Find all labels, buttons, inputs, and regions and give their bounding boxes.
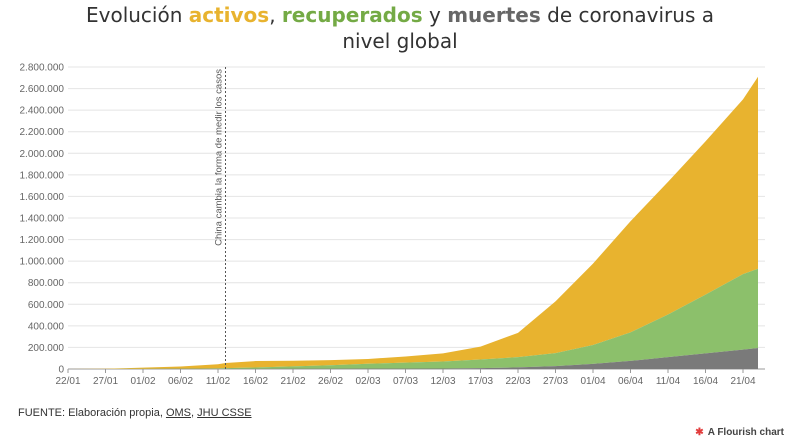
x-tick-label: 27/01 (93, 376, 118, 387)
chart-annotation: China cambia la forma de medir los casos (214, 67, 226, 369)
x-tick-label: 16/02 (243, 376, 268, 387)
x-tick-label: 27/03 (543, 376, 568, 387)
source-link-oms[interactable]: OMS (165, 407, 192, 419)
x-tick-label: 11/04 (656, 376, 681, 387)
title-comma: , (269, 3, 282, 27)
x-tick-label: 21/02 (280, 376, 305, 387)
source-link-jhu[interactable]: JHU CSSE (197, 407, 252, 419)
x-tick-label: 12/03 (430, 376, 455, 387)
title-word-deaths: muertes (447, 3, 541, 27)
title-prefix: Evolución (85, 3, 189, 27)
y-tick-label: 400.000 (28, 321, 65, 332)
chart-title-line2: nivel global (342, 29, 458, 53)
grid-lines (68, 66, 765, 370)
title-word-active: activos (188, 3, 270, 27)
y-tick-label: 2.600.000 (20, 84, 65, 95)
chart-areas (68, 76, 758, 369)
x-axis: 22/01 27/01 01/02 06/02 11/02 16/02 21/02 26/02… (55, 369, 756, 387)
x-tick-label: 06/04 (618, 376, 643, 387)
x-tick-label: 16/04 (693, 376, 718, 387)
y-tick-label: 1.800.000 (20, 170, 65, 181)
flourish-star-icon: ✱ (695, 427, 704, 438)
y-tick-label: 1.000.000 (20, 257, 65, 268)
y-tick-label: 2.200.000 (20, 127, 65, 138)
source-sep: , (191, 407, 198, 419)
title-word-recovered: recuperados (281, 3, 423, 27)
x-tick-label: 22/03 (505, 376, 530, 387)
x-tick-label: 07/03 (393, 376, 418, 387)
chart-plot: China cambia la forma de medir los casos… (20, 63, 765, 387)
title-suffix: de coronavirus a (540, 3, 714, 27)
x-tick-label: 06/02 (168, 376, 193, 387)
chart-title-line1: Evolución activos, recuperados y muertes… (0, 2, 800, 28)
x-tick-label: 01/04 (580, 376, 605, 387)
title-mid: y (422, 3, 448, 27)
chart-title: Evolución activos, recuperados y muertes… (0, 2, 800, 54)
x-tick-label: 11/02 (206, 376, 231, 387)
y-tick-label: 1.400.000 (20, 214, 65, 225)
y-tick-label: 1.200.000 (20, 235, 65, 246)
area-activos[interactable] (68, 76, 758, 369)
x-tick-label: 22/01 (55, 376, 80, 387)
y-tick-label: 2.000.000 (20, 149, 65, 160)
x-tick-label: 21/04 (730, 376, 755, 387)
source-line: FUENTE: Elaboración propia, OMS, JHU CSS… (18, 407, 252, 419)
source-prefix: FUENTE: Elaboración propia, (18, 407, 166, 419)
y-tick-label: 600.000 (28, 300, 65, 311)
y-tick-label: 0 (58, 365, 64, 376)
y-tick-label: 2.400.000 (20, 106, 65, 117)
x-tick-label: 01/02 (130, 376, 155, 387)
area-muertes[interactable] (68, 347, 758, 369)
y-axis: 0 200.000 400.000 600.000 800.000 1.000.000 1.… (20, 63, 65, 376)
y-tick-label: 200.000 (28, 343, 65, 354)
annotation-text: China cambia la forma de medir los casos (214, 69, 225, 246)
flourish-credit[interactable]: ✱ A Flourish chart (695, 427, 784, 438)
y-tick-label: 800.000 (28, 278, 65, 289)
y-tick-label: 2.800.000 (20, 63, 65, 74)
x-tick-label: 17/03 (468, 376, 493, 387)
x-tick-label: 26/02 (318, 376, 343, 387)
x-tick-label: 02/03 (355, 376, 380, 387)
y-tick-label: 1.600.000 (20, 192, 65, 203)
flourish-label: A Flourish chart (707, 427, 784, 438)
